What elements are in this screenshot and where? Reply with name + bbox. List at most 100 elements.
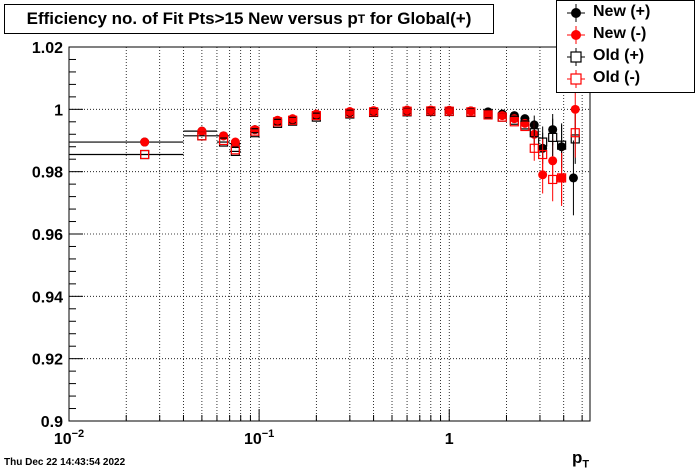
data-point xyxy=(197,126,207,136)
filled-circle-black-icon xyxy=(567,4,585,22)
x-axis-label-subscript: T xyxy=(582,458,590,471)
marker-square xyxy=(548,132,558,142)
data-point xyxy=(230,145,240,155)
data-point xyxy=(509,117,519,127)
marker-square xyxy=(218,135,229,146)
marker-circle xyxy=(288,114,298,124)
data-point xyxy=(557,152,567,203)
marker-circle xyxy=(483,109,493,119)
x-tick-label: 1 xyxy=(445,431,454,448)
data-point xyxy=(197,131,207,141)
marker-square xyxy=(529,143,539,153)
marker-circle xyxy=(230,137,240,147)
legend-entry-old-minus: Old (-) xyxy=(557,68,694,90)
y-tick-label: 0.98 xyxy=(32,165,63,182)
marker-square xyxy=(250,126,260,136)
legend-label: Old (-) xyxy=(593,69,641,86)
legend-label: Old (+) xyxy=(593,47,645,64)
marker-square xyxy=(345,108,355,118)
data-point xyxy=(483,110,493,120)
open-square-red-icon xyxy=(567,70,585,88)
data-point xyxy=(538,138,548,171)
data-point xyxy=(426,106,436,116)
chart-title-tail: for Global(+) xyxy=(365,9,472,28)
data-point xyxy=(466,107,476,117)
marker-square xyxy=(538,149,548,160)
data-point xyxy=(345,108,355,118)
marker-square xyxy=(444,106,454,116)
grid-lines xyxy=(68,46,590,422)
marker-square xyxy=(287,115,298,125)
marker-square xyxy=(402,106,412,116)
data-point xyxy=(368,107,379,117)
marker-circle xyxy=(311,109,321,119)
legend-entry-new-plus: New (+) xyxy=(557,2,694,24)
chart-title: Efficiency no. of Fit Pts>15 New versus … xyxy=(4,4,494,34)
series-new xyxy=(69,106,578,216)
legend: New (+) New (-) Old (+) Old (-) xyxy=(556,0,695,93)
x-axis-label-main: p xyxy=(572,448,583,467)
data-point xyxy=(218,135,229,146)
data-point xyxy=(250,126,260,136)
data-point xyxy=(548,118,558,157)
marker-square xyxy=(548,174,558,185)
y-tick-label: 1.02 xyxy=(32,40,63,57)
marker-square xyxy=(230,145,240,155)
data-point xyxy=(288,114,298,124)
data-point xyxy=(311,110,321,121)
marker-square xyxy=(557,140,567,150)
chart-title-main: Efficiency no. of Fit Pts>15 New versus … xyxy=(26,9,358,28)
marker-circle xyxy=(568,173,578,183)
marker-circle xyxy=(219,131,229,141)
filled-circle-red-icon xyxy=(567,26,585,44)
marker-circle xyxy=(273,115,283,125)
y-tick-label: 0.92 xyxy=(32,352,63,369)
marker-square xyxy=(368,107,379,117)
data-point xyxy=(273,115,283,125)
data-point xyxy=(69,149,184,160)
marker-square xyxy=(311,110,321,121)
y-tick-label: 0.96 xyxy=(32,227,63,244)
y-tick-label: 0.9 xyxy=(41,414,63,431)
marker-square xyxy=(570,128,580,138)
x-tick-label: 10−2 xyxy=(54,428,84,448)
data-point xyxy=(402,106,412,116)
chart-title-subscript: T xyxy=(357,12,366,26)
data-point xyxy=(140,137,150,147)
y-tick-label: 1 xyxy=(54,102,63,119)
axes: 0.9 0.92 0.94 0.96 0.98 1 1.02 10−2 10−1 1 xyxy=(32,40,591,448)
marker-circle xyxy=(538,170,548,180)
y-tick-label: 0.94 xyxy=(32,289,63,306)
data-point xyxy=(548,157,558,202)
legend-entry-old-plus: Old (+) xyxy=(557,46,694,68)
marker-square xyxy=(483,110,493,120)
marker-square xyxy=(509,117,519,127)
x-tick-label: 10−1 xyxy=(244,428,274,448)
marker-circle xyxy=(497,111,507,121)
marker-square xyxy=(557,173,567,183)
data-point xyxy=(520,121,530,132)
marker-square xyxy=(272,117,283,127)
data-point xyxy=(69,137,184,147)
marker-circle xyxy=(509,114,519,124)
series-new xyxy=(140,84,580,206)
legend-label: New (+) xyxy=(593,3,651,20)
marker-circle xyxy=(197,126,207,136)
marker-square xyxy=(497,112,507,122)
data-point xyxy=(272,117,283,127)
data-point xyxy=(444,106,454,116)
legend-label: New (-) xyxy=(593,25,647,42)
data-point xyxy=(230,137,240,147)
data-point xyxy=(509,114,519,124)
data-point xyxy=(497,112,507,122)
x-axis-label: pT xyxy=(572,448,589,470)
marker-square xyxy=(197,131,207,141)
marker-circle xyxy=(140,137,150,147)
data-point xyxy=(219,131,229,141)
data-point xyxy=(529,135,539,161)
data-point xyxy=(570,107,580,158)
marker-circle xyxy=(345,107,355,117)
data-point xyxy=(287,115,298,125)
data-point xyxy=(568,140,578,216)
series-old xyxy=(140,106,580,203)
